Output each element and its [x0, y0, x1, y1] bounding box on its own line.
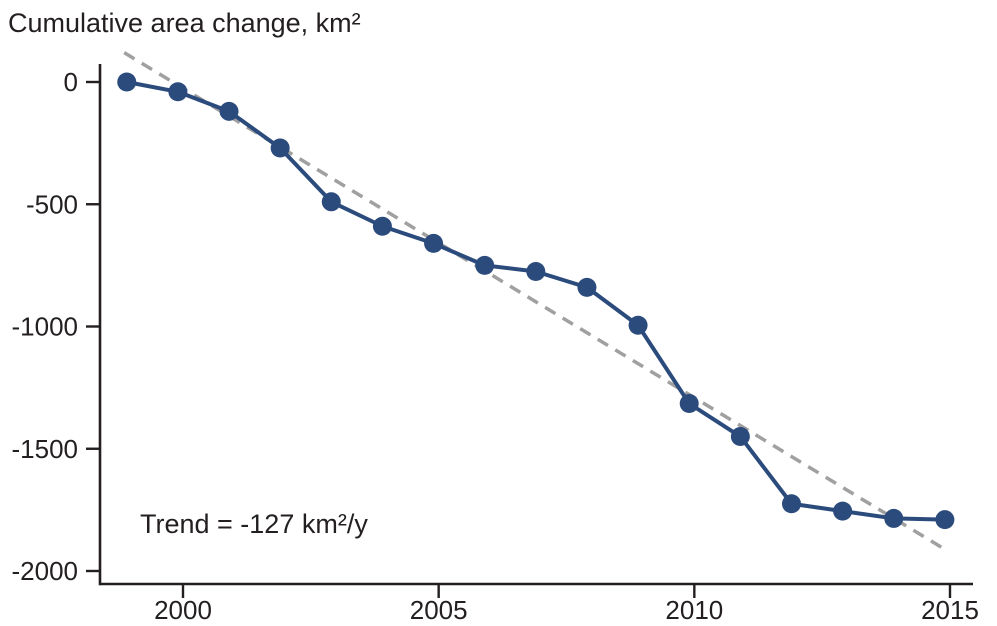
data-point-2002	[270, 138, 290, 158]
y-tick-label: -1500	[12, 434, 79, 464]
y-tick-label: -1000	[12, 312, 79, 342]
trend-annotation: Trend = -127 km²/y	[140, 509, 368, 539]
data-point-2008	[577, 277, 597, 297]
data-point-2014	[884, 508, 904, 528]
data-point-2003	[321, 192, 341, 212]
data-point-2015	[935, 510, 955, 530]
data-point-2012	[781, 494, 801, 514]
y-tick-label: -500	[26, 189, 78, 219]
data-point-2009	[628, 315, 648, 335]
data-point-1999	[117, 72, 137, 92]
x-tick-label: 2010	[665, 595, 723, 625]
trend-line	[123, 51, 944, 550]
y-tick-label: 0	[64, 67, 78, 97]
x-tick-label: 2015	[921, 595, 979, 625]
data-point-2004	[372, 216, 392, 236]
data-point-2006	[475, 255, 495, 275]
chart-title: Cumulative area change, km²	[8, 8, 361, 38]
data-point-2011	[730, 427, 750, 447]
x-tick-label: 2000	[154, 595, 212, 625]
y-tick-label: -2000	[12, 556, 79, 586]
data-point-2013	[833, 501, 853, 521]
data-point-2007	[526, 261, 546, 281]
data-point-2001	[219, 101, 239, 121]
data-point-2010	[679, 394, 699, 414]
data-point-2005	[424, 233, 444, 253]
data-point-2000	[168, 82, 188, 102]
x-tick-label: 2005	[410, 595, 468, 625]
